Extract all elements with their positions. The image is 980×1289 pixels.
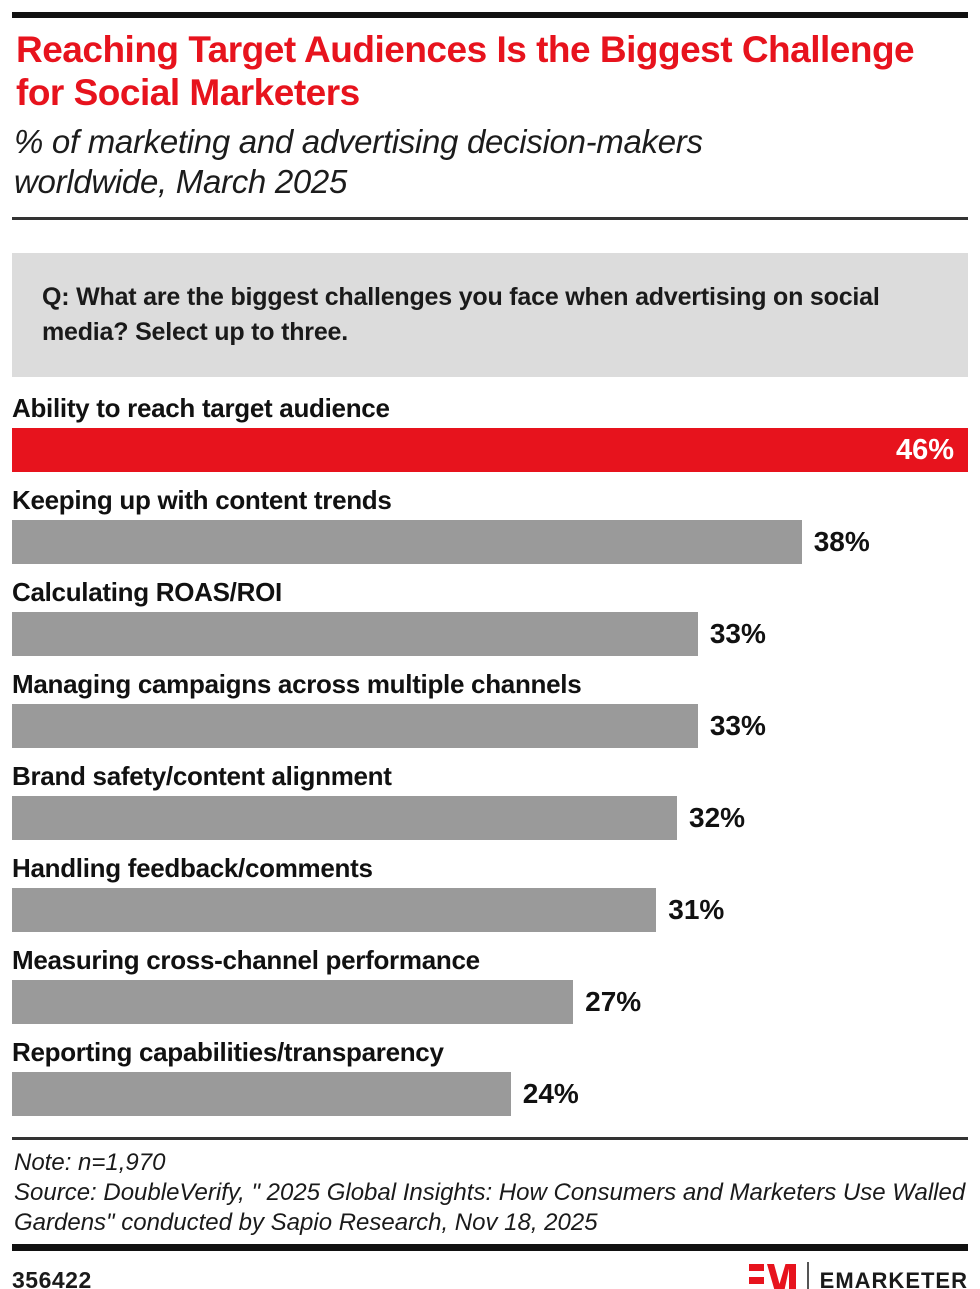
value-label-outside: 33% — [709, 710, 766, 741]
bar — [12, 980, 574, 1024]
bar-track: 24% — [12, 1072, 968, 1116]
bar-track: 33% — [12, 704, 968, 748]
category-label: Keeping up with content trends — [12, 485, 392, 515]
category-label: Managing campaigns across multiple chann… — [12, 669, 582, 699]
category-label: Handling feedback/comments — [12, 853, 373, 883]
footer-bottom-row: 356422 EMARKETER — [12, 1262, 968, 1289]
bar — [12, 1072, 511, 1116]
bar-track: 46% — [12, 428, 968, 472]
chart-row: Managing campaigns across multiple chann… — [12, 669, 968, 748]
page-title: Reaching Target Audiences Is the Biggest… — [16, 29, 915, 113]
chart-row: Reporting capabilities/transparency 24% — [12, 1037, 968, 1116]
brand-logo: EMARKETER — [748, 1262, 968, 1289]
bar-track: 31% — [12, 888, 968, 932]
chart-row: Measuring cross-channel performance 27% — [12, 945, 968, 1024]
category-label: Reporting capabilities/transparency — [12, 1037, 444, 1067]
bar-chart: Ability to reach target audience 46% Kee… — [12, 393, 968, 1116]
chart-row: Brand safety/content alignment 32% — [12, 761, 968, 840]
brand-wordmark: EMARKETER — [819, 1267, 968, 1289]
bar-track: 33% — [12, 612, 968, 656]
chart-row: Handling feedback/comments 31% — [12, 853, 968, 932]
value-label-outside: 31% — [668, 894, 725, 925]
survey-question-box: Q: What are the biggest challenges you f… — [12, 253, 968, 377]
footer-divider — [12, 1137, 968, 1140]
chart-row: Ability to reach target audience 46% — [12, 393, 968, 472]
bar-track: 32% — [12, 796, 968, 840]
category-label: Ability to reach target audience — [12, 393, 390, 423]
category-label: Measuring cross-channel performance — [12, 945, 480, 975]
bar-track: 27% — [12, 980, 968, 1024]
bar — [12, 888, 657, 932]
chart-subtitle: % of marketing and advertising decision-… — [14, 123, 703, 200]
survey-question-text: Q: What are the biggest challenges you f… — [42, 280, 938, 350]
bar — [12, 704, 698, 748]
value-label-outside: 27% — [585, 986, 642, 1017]
source-text: Source: DoubleVerify, " 2025 Global Insi… — [14, 1179, 966, 1236]
value-label-outside: 24% — [522, 1078, 579, 1109]
survey-question-line1: Q: What are the biggest challenges you f… — [42, 283, 880, 311]
bottom-rule — [12, 1244, 968, 1251]
header-divider — [12, 217, 968, 220]
bar — [12, 612, 698, 656]
bar: 46% — [12, 428, 968, 472]
value-label-inside: 46% — [895, 433, 954, 466]
category-label: Brand safety/content alignment — [12, 761, 392, 791]
note-text: Note: n=1,970 — [14, 1149, 166, 1176]
chart-id: 356422 — [12, 1267, 92, 1289]
brand-divider — [806, 1262, 809, 1289]
bar-track: 38% — [12, 520, 968, 564]
bar — [12, 796, 678, 840]
category-label: Calculating ROAS/ROI — [12, 577, 282, 607]
survey-question-line2: media? Select up to three. — [42, 318, 348, 346]
value-label-outside: 38% — [813, 526, 870, 557]
bar — [12, 520, 802, 564]
chart-row: Calculating ROAS/ROI 33% — [12, 577, 968, 656]
value-label-outside: 32% — [689, 802, 746, 833]
emarketer-logo-icon — [748, 1264, 796, 1289]
value-label-outside: 33% — [709, 618, 766, 649]
chart-row: Keeping up with content trends 38% — [12, 485, 968, 564]
top-rule — [12, 12, 968, 18]
